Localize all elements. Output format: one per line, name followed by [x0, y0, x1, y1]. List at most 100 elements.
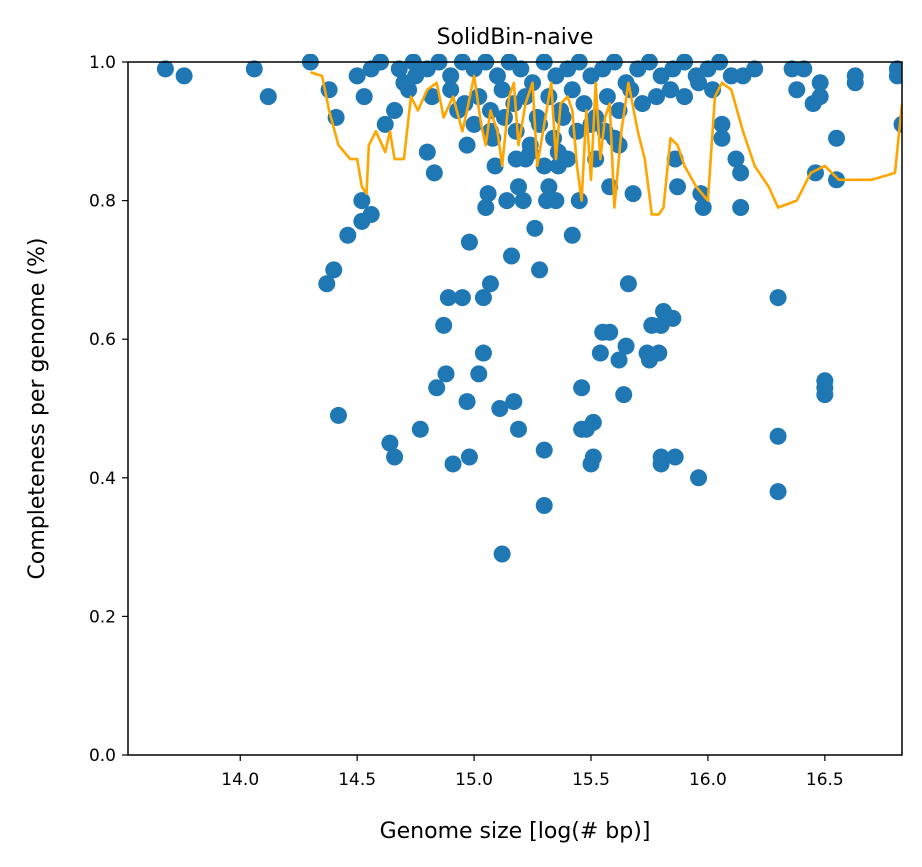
scatter-point [442, 67, 460, 85]
scatter-point [428, 379, 446, 397]
scatter-point [423, 88, 441, 106]
scatter-point [535, 441, 553, 459]
scatter-point [486, 157, 504, 175]
scatter-point [584, 448, 602, 466]
scatter-point [652, 455, 670, 473]
scatter-point [325, 261, 343, 279]
scatter-point [816, 386, 834, 404]
scatter-point [598, 88, 616, 106]
scatter-point [437, 365, 455, 383]
x-tick-label: 14.5 [338, 770, 376, 790]
scatter-point [570, 192, 588, 210]
scatter-point [669, 178, 687, 196]
scatter-point [411, 420, 429, 438]
scatter-point [460, 448, 478, 466]
scatter-point [559, 150, 577, 168]
scatter-point [386, 102, 404, 120]
scatter-point [526, 219, 544, 237]
scatter-point [474, 289, 492, 307]
scatter-point [664, 309, 682, 327]
scatter-point [488, 67, 506, 85]
scatter-point [493, 81, 511, 99]
scatter-point [662, 81, 680, 99]
scatter-point [633, 95, 651, 113]
scatter-point [353, 192, 371, 210]
scatter-point [783, 60, 801, 78]
scatter-point [355, 88, 373, 106]
scatter-point [676, 88, 694, 106]
scatter-point [339, 226, 357, 244]
scatter-point [510, 178, 528, 196]
scatter-point [746, 60, 764, 78]
scatter-point [318, 275, 336, 293]
scatter-point [769, 483, 787, 501]
scatter-point [400, 81, 418, 99]
y-tick-label: 0.4 [89, 469, 116, 489]
scatter-point [481, 275, 499, 293]
scatter-point [828, 129, 846, 147]
scatter-point [458, 136, 476, 154]
scatter-point [575, 95, 593, 113]
scatter-point [650, 344, 668, 362]
x-tick-label: 15.5 [572, 770, 610, 790]
scatter-point [493, 545, 511, 563]
chart-title: SolidBin-naive [437, 25, 594, 50]
scatter-point [505, 393, 523, 411]
plot-frame [127, 61, 903, 756]
scatter-point [732, 164, 750, 182]
scatter-point [615, 386, 633, 404]
scatter-point [514, 192, 532, 210]
scatter-point [795, 60, 813, 78]
scatter-point [510, 420, 528, 438]
scatter-point [444, 455, 462, 473]
x-axis-label: Genome size [log(# bp)] [380, 819, 651, 844]
x-tick-label: 16.5 [806, 770, 844, 790]
scatter-point [465, 115, 483, 133]
scatter-point [442, 81, 460, 99]
scatter-point [502, 247, 520, 265]
scatter-point [477, 199, 495, 217]
scatter-point [418, 143, 436, 161]
scatter-point [329, 406, 347, 424]
scatter-point [156, 60, 174, 78]
scatter-point [498, 192, 516, 210]
chart-marks [156, 54, 902, 563]
y-tick-label: 0.0 [89, 746, 116, 766]
scatter-point [535, 497, 553, 515]
x-axis: 14.0 14.5 15.0 15.5 16.0 16.5 [221, 755, 844, 790]
x-tick-label: 15.0 [455, 770, 493, 790]
scatter-point [362, 205, 380, 223]
scatter-point [491, 400, 509, 417]
scatter-point [386, 448, 404, 466]
scatter-point [175, 67, 193, 85]
scatter-point [479, 185, 497, 203]
trend-line [310, 71, 902, 216]
scatter-point [573, 379, 591, 397]
scatter-point [811, 88, 829, 106]
scatter-point [435, 316, 453, 334]
scatter-point [453, 289, 471, 307]
scatter-point [617, 337, 635, 355]
scatter-point [512, 60, 530, 78]
scatter-point [727, 150, 745, 168]
scatter-point [540, 178, 558, 196]
scatter-point [811, 74, 829, 92]
y-axis-label: Completeness per genome (%) [25, 238, 50, 580]
scatter-point [245, 60, 263, 78]
scatter-point [381, 434, 399, 452]
scatter-point [769, 427, 787, 445]
scatter-point [474, 344, 492, 362]
scatter-point [694, 199, 712, 217]
y-tick-label: 0.8 [89, 192, 116, 212]
scatter-point [619, 275, 637, 293]
scatter-point [624, 185, 642, 203]
scatter-point [601, 323, 619, 341]
scatter-point [584, 413, 602, 431]
scatter-point [722, 67, 740, 85]
scatter-point [713, 129, 731, 147]
scatter-point [591, 344, 609, 362]
scatter-point [348, 67, 366, 85]
scatter-point [259, 88, 277, 106]
scatter-point [507, 150, 525, 168]
